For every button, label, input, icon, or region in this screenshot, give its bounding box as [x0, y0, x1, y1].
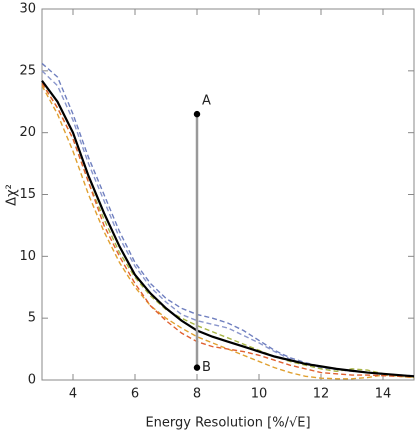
y-tick-label: 20 — [19, 125, 36, 140]
series-line — [41, 85, 415, 380]
y-tick-label: 5 — [28, 311, 36, 326]
y-tick-label: 25 — [19, 63, 36, 78]
x-tick-label: 6 — [131, 387, 139, 402]
series-line — [41, 80, 415, 378]
y-tick-label: 0 — [28, 373, 36, 388]
x-tick-label: 14 — [375, 387, 392, 402]
marker-label: A — [202, 94, 211, 109]
series-line — [41, 62, 415, 377]
series-line — [41, 82, 415, 378]
x-tick-label: 4 — [69, 387, 77, 402]
x-tick-label: 10 — [251, 387, 268, 402]
x-axis-label: Energy Resolution [%/√E] — [145, 416, 310, 431]
y-tick-label: 10 — [19, 249, 36, 264]
x-tick-label: 12 — [313, 387, 330, 402]
y-axis-label: Δχ² — [5, 184, 20, 206]
marker-point — [193, 364, 201, 371]
series-line — [41, 70, 415, 377]
marker-point — [193, 110, 201, 118]
x-tick-label: 8 — [193, 387, 201, 402]
series-line — [41, 82, 415, 379]
marker-label: B — [202, 360, 211, 375]
plot-frame — [41, 8, 415, 381]
y-tick-label: 30 — [19, 2, 36, 17]
y-tick-label: 15 — [19, 187, 36, 202]
